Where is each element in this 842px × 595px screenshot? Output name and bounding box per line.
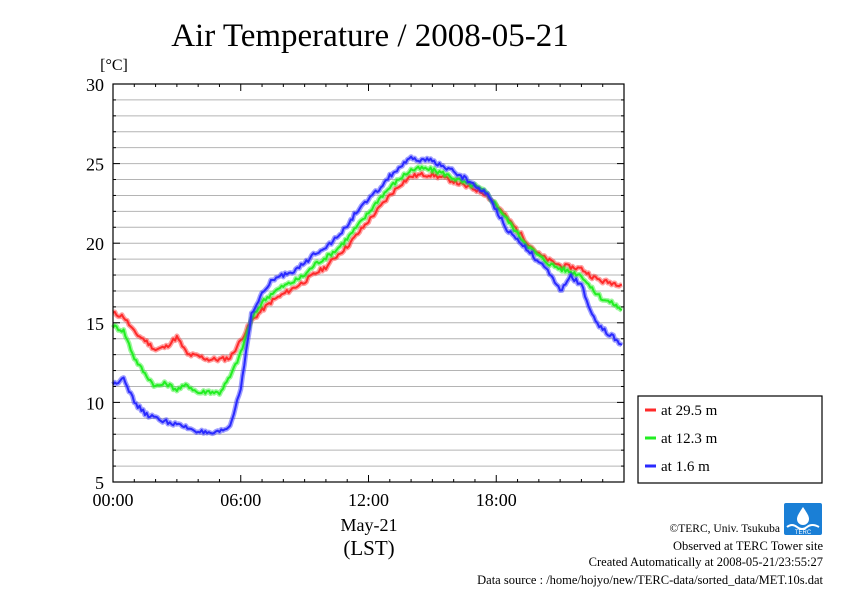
drop-icon [797,507,809,525]
chart-title: Air Temperature / 2008-05-21 [171,18,569,54]
y-unit-label: [°C] [100,57,128,74]
x-tick-label: 18:00 [476,490,517,510]
series-line-halo [111,154,624,437]
series-lines [111,154,624,437]
legend-item: at 1.6 m [645,459,710,475]
grid-lines [113,99,624,467]
credits: ©TERC, Univ. Tsukuba Observed at TERC To… [477,523,823,587]
credit-created: Created Automatically at 2008-05-21/23:5… [589,555,823,569]
logo-text: TERC [795,530,812,536]
wave-icon [786,524,820,530]
credit-copyright: ©TERC, Univ. Tsukuba [670,523,780,535]
legend-label: at 12.3 m [661,431,718,447]
x-tick-label: 12:00 [348,490,389,510]
legend-box [637,395,823,484]
y-tick-label: 15 [86,314,104,334]
y-tick-label: 30 [86,75,104,95]
legend-item: at 29.5 m [645,403,718,419]
plot-frame [112,83,625,483]
legend: at 29.5 m at 12.3 m at 1.6 m [637,395,823,484]
series-line [112,155,623,435]
series-line [112,171,623,362]
credit-observed: Observed at TERC Tower site [673,539,823,553]
x-tick-label: 00:00 [92,490,133,510]
legend-item: at 12.3 m [645,431,718,447]
credit-source: Data source : /home/hojyo/new/TERC-data/… [477,573,823,587]
y-tick-label: 25 [86,155,104,175]
y-axis: 5 10 15 20 25 30 [86,75,624,493]
x-axis: 00:00 06:00 12:00 18:00 [92,84,625,510]
terc-logo: TERC [784,503,822,536]
legend-label: at 1.6 m [661,459,710,475]
y-tick-label: 10 [86,393,104,413]
series-line [112,165,623,396]
y-tick-label: 5 [95,473,104,493]
x-axis-date-label: May-21 [341,515,398,535]
x-tick-label: 06:00 [220,490,261,510]
legend-label: at 29.5 m [661,403,718,419]
y-tick-label: 20 [86,234,104,254]
x-axis-timezone-label: (LST) [343,536,394,560]
